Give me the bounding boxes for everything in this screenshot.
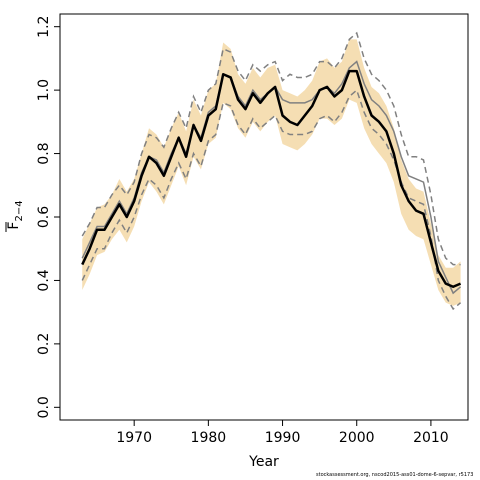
x-tick-label: 1970 — [116, 430, 152, 446]
y-axis: 0.0 0.2 0.4 0.6 0.8 1.0 1.2 — [36, 16, 60, 418]
y-tick-label: 0.2 — [36, 333, 52, 355]
ci-lower-line — [81, 88, 462, 311]
y-axis-title-subscript: 2−4 — [14, 200, 25, 221]
y-tick-label: 1.0 — [36, 79, 52, 101]
y-tick-label: 0.0 — [36, 396, 52, 418]
series-lines-layer — [81, 31, 462, 311]
estimate-line — [81, 69, 462, 289]
x-axis-title: Year — [248, 454, 279, 470]
x-tick-label: 2000 — [339, 430, 375, 446]
x-tick-label: 2010 — [413, 430, 449, 446]
y-tick-label: 0.4 — [36, 269, 52, 291]
y-axis-title: F2−4 — [6, 200, 25, 229]
y-tick-label: 0.8 — [36, 142, 52, 164]
x-tick-label: 1990 — [265, 430, 301, 446]
x-tick-label: 1980 — [191, 430, 227, 446]
y-tick-label: 0.6 — [36, 206, 52, 228]
y-axis-title-main: F — [6, 222, 22, 230]
credit-text: stockassessment.org, nscod2015-ass01-dom… — [316, 472, 474, 478]
x-axis: 1970 1980 1990 2000 2010 — [116, 420, 449, 446]
ci-upper-line — [81, 31, 461, 266]
confidence-band-layer — [82, 39, 461, 306]
confidence-band — [82, 39, 461, 306]
y-tick-label: 1.2 — [36, 16, 52, 38]
